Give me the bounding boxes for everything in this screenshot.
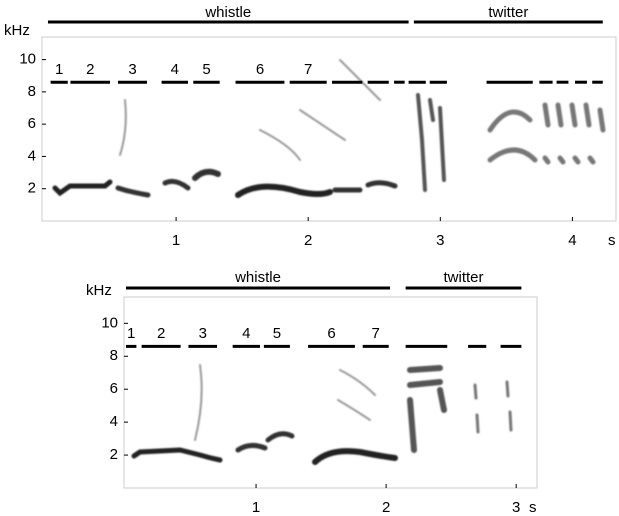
- spectrogram-texture: [52, 59, 606, 465]
- segment-label: 6: [256, 61, 264, 78]
- y-tick-label: 2: [28, 180, 36, 197]
- segment-label: 2: [86, 61, 94, 78]
- segment-label: 2: [157, 325, 165, 342]
- segment-label: 1: [127, 325, 135, 342]
- x-tick-label: 1: [252, 499, 260, 516]
- section-label: twitter: [488, 4, 528, 21]
- x-tick-label: 2: [304, 232, 312, 249]
- y-tick-label: 4: [28, 147, 36, 164]
- segment-label: 1: [55, 61, 63, 78]
- y-axis-label: kHz: [4, 22, 30, 39]
- plot-frame: [123, 296, 538, 489]
- segment-label: 4: [242, 325, 250, 342]
- section-label: whistle: [234, 269, 281, 286]
- x-tick-label: 2: [382, 499, 390, 516]
- section-label: whistle: [204, 4, 251, 21]
- segment-label: 3: [128, 61, 136, 78]
- y-tick-label: 8: [28, 83, 36, 100]
- segment-label: 7: [372, 325, 380, 342]
- x-axis-label: s: [608, 232, 616, 249]
- x-tick-label: 3: [512, 499, 520, 516]
- segment-label: 5: [273, 325, 281, 342]
- segment-label: 5: [202, 61, 210, 78]
- x-axis-label: s: [529, 499, 537, 516]
- y-tick-label: 8: [110, 347, 118, 364]
- y-tick-label: 4: [110, 413, 118, 430]
- y-tick-label: 2: [110, 446, 118, 463]
- segment-label: 7: [304, 61, 312, 78]
- y-tick-label: 10: [101, 314, 118, 331]
- segment-label: 4: [171, 61, 179, 78]
- y-tick-label: 6: [28, 115, 36, 132]
- x-tick-label: 1: [172, 232, 180, 249]
- y-tick-label: 10: [19, 51, 36, 68]
- segment-label: 6: [327, 325, 335, 342]
- x-tick-label: 3: [436, 232, 444, 249]
- plot-frame: [41, 36, 617, 222]
- x-tick-label: 4: [568, 232, 576, 249]
- section-label: twitter: [444, 269, 484, 286]
- y-axis-label: kHz: [86, 282, 112, 299]
- y-tick-label: 6: [110, 380, 118, 397]
- segment-label: 3: [199, 325, 207, 342]
